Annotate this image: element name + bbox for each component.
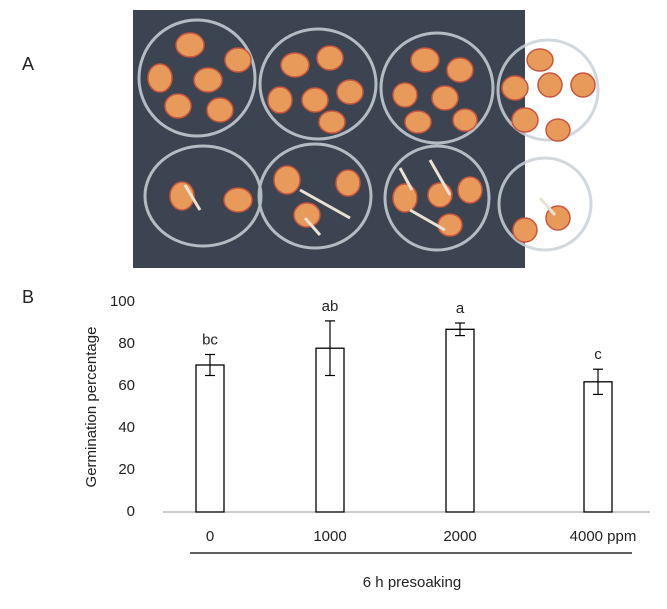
annotation: a	[456, 300, 465, 317]
panel-label: A	[22, 54, 34, 74]
x-axis-label: 6 h presoaking	[363, 574, 461, 591]
y-tick-label: 60	[118, 377, 135, 394]
x-tick-label: 2000	[443, 528, 476, 545]
bar	[583, 381, 613, 513]
error-bar	[205, 353, 215, 377]
x-tick-label: 1000	[313, 528, 346, 545]
bar	[195, 364, 225, 513]
annotation: ab	[322, 298, 339, 315]
x-tick-label: 0	[206, 528, 214, 545]
panel-label: B	[22, 287, 34, 307]
y-tick-label: 0	[127, 503, 135, 520]
photo	[133, 10, 600, 268]
error-bar	[455, 322, 465, 337]
x-tick-label: 4000 ppm	[570, 528, 637, 545]
error-bar	[593, 368, 603, 395]
y-axis-label: Germination percentage	[83, 327, 100, 488]
y-tick-label: 40	[118, 419, 135, 436]
bar	[445, 328, 475, 513]
annotation: c	[594, 346, 602, 363]
error-bar	[325, 320, 335, 377]
y-tick-label: 80	[118, 335, 135, 352]
y-tick-label: 100	[110, 293, 135, 310]
annotation: bc	[202, 331, 218, 348]
y-tick-label: 20	[118, 461, 135, 478]
